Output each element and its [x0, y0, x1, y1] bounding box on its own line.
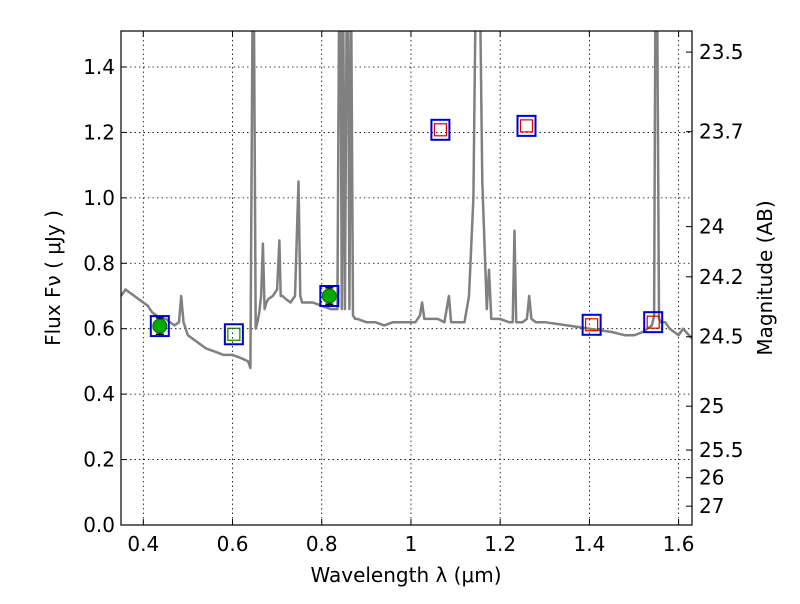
photometry-marker [516, 114, 537, 137]
observed-point [321, 288, 337, 304]
observed-point [152, 318, 168, 334]
y-tick-label: 0.8 [83, 251, 115, 275]
plot-frame [120, 30, 693, 526]
model-marker [433, 123, 448, 137]
y-tick-label: 1.2 [83, 120, 115, 144]
x-tick-label: 1.6 [663, 532, 695, 556]
right-tick-label: 23.7 [699, 120, 744, 144]
spectrum-line [121, 31, 692, 370]
x-tick-label: 0.4 [127, 532, 159, 556]
right-tick-label: 23.5 [699, 40, 744, 64]
photometry-marker [223, 323, 244, 346]
y-tick-label: 0.0 [83, 513, 115, 537]
y-tick-label: 1.4 [83, 55, 115, 79]
right-axis-label: Magnitude (AB) [753, 200, 777, 355]
model-marker [646, 315, 660, 329]
right-tick-label: 24.2 [699, 265, 744, 289]
y-tick-label: 0.4 [83, 382, 115, 406]
x-tick-label: 1.2 [484, 532, 516, 556]
right-tick-label: 24.5 [699, 325, 744, 349]
photometry-marker [430, 118, 451, 141]
x-tick-label: 0.8 [306, 532, 338, 556]
axis-ticks: 0.4 0.6 0.8 1 1.2 1.4 1.6 0.0 0.2 0.4 0.6 0.8 1.0 1.2… [83, 31, 744, 556]
x-tick-label: 1.4 [573, 532, 605, 556]
right-tick-label: 25.5 [699, 438, 744, 462]
photometry-marker [319, 284, 340, 307]
model-marker [585, 318, 599, 332]
y-axis-label: Flux Fν ( μJy ) [41, 210, 65, 346]
y-tick-label: 0.6 [83, 317, 115, 341]
right-tick-label: 27 [699, 494, 724, 518]
x-tick-label: 1 [405, 532, 418, 556]
photometry-markers [149, 114, 664, 346]
right-tick-label: 26 [699, 466, 724, 490]
x-tick-label: 0.6 [217, 532, 249, 556]
right-tick-label: 25 [699, 394, 724, 418]
spectrum-layer [121, 31, 692, 370]
right-tick-label: 24 [699, 215, 724, 239]
model-marker [227, 327, 241, 341]
plot-background [121, 31, 692, 525]
y-tick-label: 0.2 [83, 448, 115, 472]
photometry-marker [581, 313, 602, 336]
model-marker [519, 119, 534, 133]
photometry-marker [643, 311, 664, 334]
photometry-marker [149, 315, 170, 338]
y-tick-label: 1.0 [83, 186, 115, 210]
x-axis-label: Wavelength λ (μm) [310, 563, 501, 587]
